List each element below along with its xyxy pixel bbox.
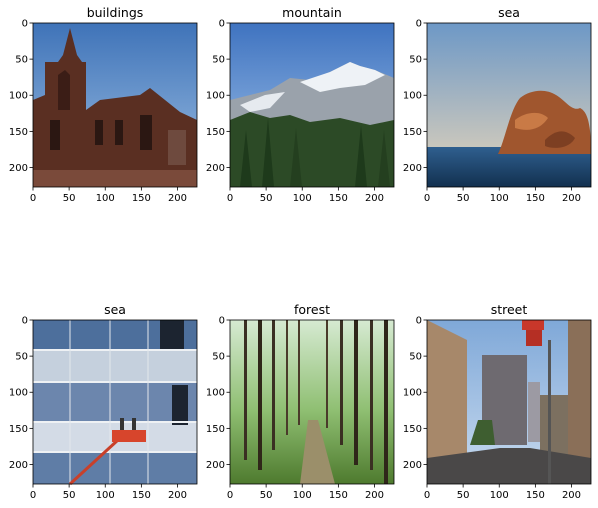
y-tick-label: 150 xyxy=(9,127,28,138)
panel-mountain: mountain 0 50 100 150 200 0 50 100 150 200 xyxy=(206,5,395,204)
axes-frame xyxy=(32,22,198,188)
panel-title: sea xyxy=(104,302,126,317)
x-tick-label: 150 xyxy=(132,490,151,501)
y-tick-label: 200 xyxy=(403,163,422,174)
y-tick-label: 100 xyxy=(206,91,225,102)
panel-title: street xyxy=(491,302,528,317)
x-tick-label: 100 xyxy=(490,193,509,204)
x-tick-label: 200 xyxy=(365,193,384,204)
y-tick-label: 150 xyxy=(206,424,225,435)
x-tick-label: 0 xyxy=(424,490,430,501)
x-tick-label: 50 xyxy=(457,490,470,501)
x-tick-label: 200 xyxy=(365,490,384,501)
y-tick-label: 50 xyxy=(409,55,422,66)
x-tick-label: 0 xyxy=(227,193,233,204)
y-tick-label: 0 xyxy=(22,316,28,327)
x-ticks: 0 50 100 150 200 xyxy=(30,484,187,501)
x-ticks: 0 50 100 150 200 xyxy=(424,484,581,501)
x-tick-label: 50 xyxy=(63,193,76,204)
y-tick-label: 100 xyxy=(9,388,28,399)
panel-street: street 0 50 100 150 200 0 50 100 150 200 xyxy=(403,302,592,501)
image-forest xyxy=(230,320,394,484)
y-tick-label: 50 xyxy=(212,55,225,66)
axes-frame xyxy=(426,319,592,485)
y-tick-label: 200 xyxy=(206,460,225,471)
y-ticks: 0 50 100 150 200 xyxy=(206,19,230,174)
x-tick-label: 0 xyxy=(30,490,36,501)
x-tick-label: 150 xyxy=(526,193,545,204)
x-tick-label: 50 xyxy=(260,193,273,204)
x-ticks: 0 50 100 150 200 xyxy=(227,484,384,501)
y-ticks: 0 50 100 150 200 xyxy=(403,19,427,174)
image-mountain xyxy=(230,23,394,187)
y-tick-label: 50 xyxy=(409,352,422,363)
panel-forest: forest 0 50 100 150 200 0 50 100 150 200 xyxy=(206,302,395,501)
y-tick-label: 100 xyxy=(403,388,422,399)
y-ticks: 0 50 100 150 200 xyxy=(206,316,230,471)
panel-title: mountain xyxy=(282,5,342,20)
x-tick-label: 100 xyxy=(96,490,115,501)
y-tick-label: 100 xyxy=(206,388,225,399)
x-tick-label: 150 xyxy=(132,193,151,204)
panel-sea-rock: sea 0 50 100 150 200 0 50 100 150 200 xyxy=(403,5,592,204)
panel-title: sea xyxy=(498,5,520,20)
y-ticks: 0 50 100 150 200 xyxy=(403,316,427,471)
x-tick-label: 0 xyxy=(227,490,233,501)
x-ticks: 0 50 100 150 200 xyxy=(227,187,384,204)
axes-frame xyxy=(229,319,395,485)
y-tick-label: 150 xyxy=(403,127,422,138)
x-tick-label: 100 xyxy=(96,193,115,204)
axes-frame xyxy=(229,22,395,188)
x-tick-label: 50 xyxy=(260,490,273,501)
y-tick-label: 200 xyxy=(9,163,28,174)
y-tick-label: 150 xyxy=(206,127,225,138)
panel-title: forest xyxy=(294,302,330,317)
panel-title: buildings xyxy=(87,5,144,20)
panel-buildings: buildings 0 50 100 150 200 0 50 100 150 200 xyxy=(9,5,198,204)
x-tick-label: 0 xyxy=(424,193,430,204)
y-tick-label: 0 xyxy=(219,316,225,327)
x-tick-label: 100 xyxy=(293,193,312,204)
x-tick-label: 150 xyxy=(329,490,348,501)
y-tick-label: 200 xyxy=(9,460,28,471)
x-tick-label: 200 xyxy=(168,490,187,501)
x-tick-label: 100 xyxy=(490,490,509,501)
image-buildings xyxy=(33,23,197,187)
image-glass-facade xyxy=(33,320,197,486)
image-sea-rock xyxy=(427,23,591,187)
y-ticks: 0 50 100 150 200 xyxy=(9,19,33,174)
y-tick-label: 0 xyxy=(416,316,422,327)
y-tick-label: 0 xyxy=(219,19,225,30)
image-street xyxy=(427,320,591,484)
y-tick-label: 200 xyxy=(403,460,422,471)
y-tick-label: 100 xyxy=(403,91,422,102)
y-tick-label: 150 xyxy=(9,424,28,435)
y-tick-label: 200 xyxy=(206,163,225,174)
x-tick-label: 50 xyxy=(457,193,470,204)
axes-frame xyxy=(32,319,198,485)
y-tick-label: 50 xyxy=(212,352,225,363)
y-tick-label: 50 xyxy=(15,55,28,66)
panel-sea-facade: sea 0 50 100 150 200 0 50 100 150 200 xyxy=(9,302,198,501)
y-tick-label: 150 xyxy=(403,424,422,435)
axes-frame xyxy=(426,22,592,188)
x-tick-label: 100 xyxy=(293,490,312,501)
x-tick-label: 0 xyxy=(30,193,36,204)
x-ticks: 0 50 100 150 200 xyxy=(424,187,581,204)
y-tick-label: 0 xyxy=(22,19,28,30)
y-tick-label: 100 xyxy=(9,91,28,102)
x-tick-label: 150 xyxy=(329,193,348,204)
x-tick-label: 200 xyxy=(562,193,581,204)
x-ticks: 0 50 100 150 200 xyxy=(30,187,187,204)
y-tick-label: 50 xyxy=(15,352,28,363)
x-tick-label: 50 xyxy=(63,490,76,501)
x-tick-label: 200 xyxy=(168,193,187,204)
x-tick-label: 200 xyxy=(562,490,581,501)
y-ticks: 0 50 100 150 200 xyxy=(9,316,33,471)
y-tick-label: 0 xyxy=(416,19,422,30)
x-tick-label: 150 xyxy=(526,490,545,501)
